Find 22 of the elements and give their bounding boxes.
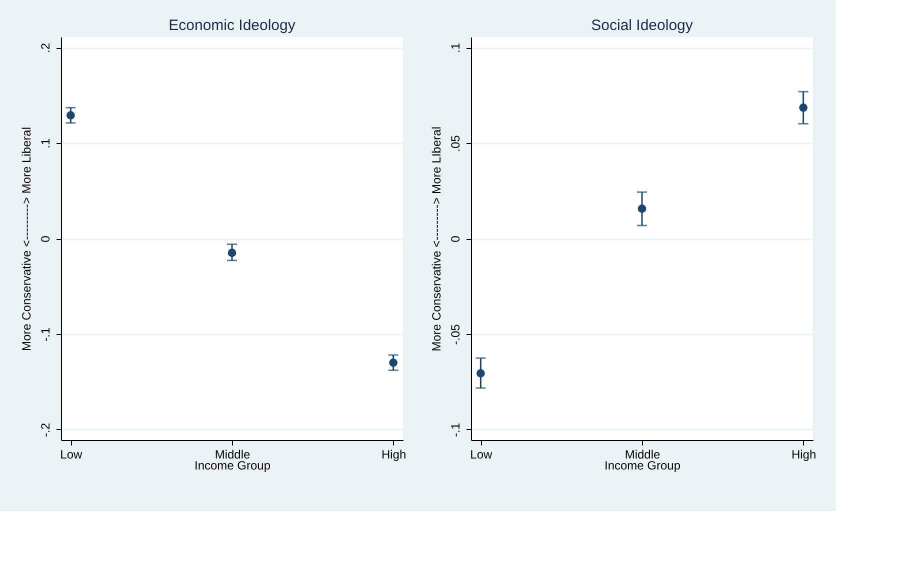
y-tick-label: -.2 — [38, 422, 52, 438]
y-tick-label: -.1 — [38, 327, 52, 342]
x-tick-label: High — [381, 448, 406, 462]
chart-title: Social Ideology — [591, 17, 694, 34]
y-tick-label: 0 — [38, 235, 52, 242]
x-axis-title: Income Group — [194, 458, 271, 472]
x-tick-label: Middle — [624, 448, 660, 462]
chart-title: Economic Ideology — [168, 17, 296, 34]
y-axis-title: More Conservative <---------> More Liberal — [20, 126, 34, 352]
y-tick-label: .1 — [38, 138, 52, 149]
x-axis-title: Income Group — [604, 458, 681, 472]
y-tick-label: .1 — [448, 42, 462, 54]
x-tick-label: Low — [470, 448, 493, 462]
y-tick-label: -.1 — [448, 422, 462, 438]
x-tick-label: Low — [60, 448, 83, 462]
y-tick-label: -.05 — [448, 324, 462, 345]
y-tick-label: .2 — [38, 42, 52, 54]
y-tick-label: .05 — [448, 134, 462, 152]
y-tick-label: 0 — [448, 235, 462, 242]
x-tick-label: High — [791, 448, 816, 462]
y-axis-title: More Conservative <---------> More LIberal — [430, 126, 444, 352]
x-tick-label: Middle — [214, 448, 250, 462]
